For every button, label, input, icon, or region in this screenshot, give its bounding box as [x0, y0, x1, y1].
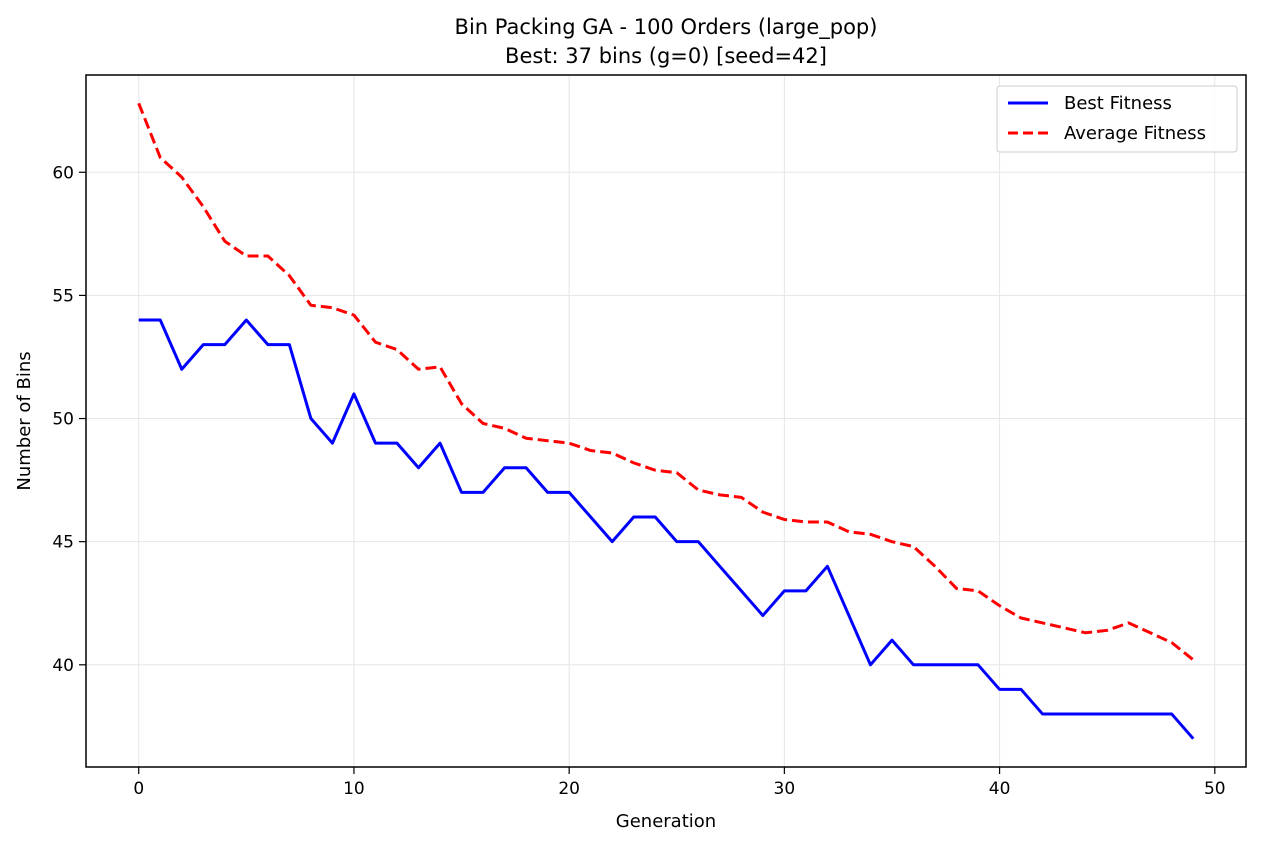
- y-tick-label: 60: [52, 163, 74, 183]
- x-tick-label: 20: [558, 779, 580, 799]
- x-tick-label: 0: [133, 779, 144, 799]
- chart-title: Bin Packing GA - 100 Orders (large_pop): [455, 15, 878, 40]
- series-line-best-fitness: [138, 318, 1195, 740]
- plot-frame: [85, 74, 1247, 768]
- y-axis-label: Number of Bins: [14, 351, 35, 490]
- grid: [86, 75, 1246, 767]
- legend: Best Fitness Average Fitness: [996, 85, 1238, 153]
- series-line-average-fitness: [137, 102, 1195, 662]
- x-tick-label: 50: [1204, 779, 1226, 799]
- legend-box: [996, 85, 1238, 153]
- legend-label-average-fitness: Average Fitness: [1064, 123, 1206, 144]
- series-layer: [137, 102, 1195, 740]
- chart-subtitle: Best: 37 bins (g=0) [seed=42]: [505, 44, 827, 68]
- x-tick-label: 30: [774, 779, 796, 799]
- x-axis-label: Generation: [616, 811, 716, 832]
- y-tick-label: 50: [52, 410, 74, 430]
- y-axis: 40 45 50 55 60: [52, 163, 86, 676]
- x-axis: 0 10 20 30 40 50: [133, 767, 1226, 799]
- legend-label-best-fitness: Best Fitness: [1064, 93, 1172, 114]
- y-tick-label: 45: [52, 533, 74, 553]
- x-tick-label: 40: [989, 779, 1011, 799]
- y-tick-label: 40: [52, 656, 74, 676]
- x-tick-label: 10: [343, 779, 365, 799]
- y-tick-label: 55: [52, 286, 74, 306]
